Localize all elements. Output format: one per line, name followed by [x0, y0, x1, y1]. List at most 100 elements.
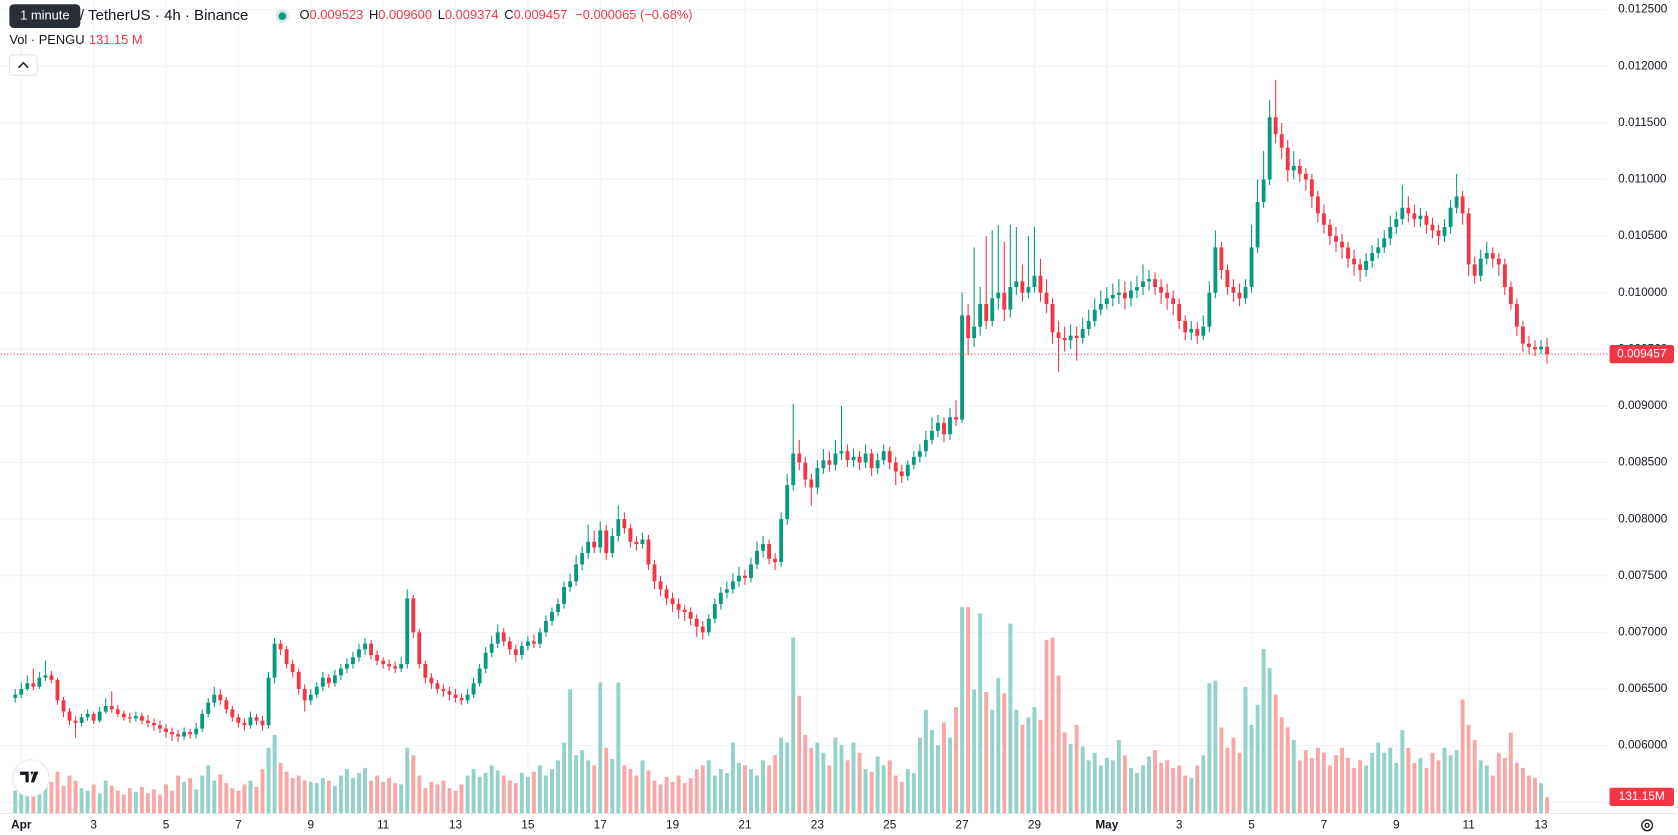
candle-body [465, 694, 470, 701]
volume-bar [525, 776, 530, 814]
candle-body [260, 720, 265, 726]
candle-body [1020, 281, 1025, 293]
x-tick-label: 23 [811, 817, 825, 831]
volume-value: 131.15 M [89, 32, 143, 47]
candle-body [1496, 258, 1501, 265]
collapse-button[interactable] [8, 54, 38, 76]
candle-body [152, 722, 156, 726]
candle-body [49, 675, 54, 680]
candle-body [326, 677, 331, 684]
volume-bar [79, 788, 84, 814]
candle-body [1436, 230, 1441, 237]
volume-bar [212, 780, 217, 814]
candle-body [688, 611, 693, 619]
candle-body [423, 664, 428, 678]
x-tick-label: 9 [307, 817, 314, 831]
y-tick-label: 0.007000 [1618, 624, 1668, 638]
volume-bar [544, 775, 548, 814]
candle-body [1388, 227, 1393, 239]
candle-body [1219, 247, 1224, 271]
volume-bar [1545, 796, 1549, 814]
candle-body [1255, 202, 1260, 248]
volume-bar [737, 762, 741, 814]
candle-body [839, 451, 844, 454]
volume-bar [1460, 699, 1465, 814]
volume-bar [308, 781, 313, 814]
x-tick-label: 15 [521, 817, 535, 831]
candle-body [1092, 309, 1097, 321]
volume-bar [1177, 765, 1182, 814]
candle-body [483, 652, 488, 669]
candle-body [1490, 253, 1495, 259]
volume-bar [55, 771, 60, 814]
volume-bar [990, 709, 995, 814]
candle-body [580, 553, 585, 565]
settings-button[interactable] [1641, 819, 1654, 832]
candle-body [67, 711, 72, 721]
candle-body [610, 536, 615, 554]
volume-bar [1032, 707, 1037, 814]
y-tick-label: 0.010000 [1618, 285, 1668, 299]
volume-bar [1020, 724, 1025, 814]
candle-body [1545, 346, 1549, 355]
volume-bar [393, 783, 398, 814]
y-tick-label: 0.008000 [1618, 511, 1668, 525]
volume-bar [1116, 740, 1121, 814]
candle-body [1207, 292, 1212, 327]
ohlc-key: O [300, 8, 310, 23]
volume-bar [1303, 750, 1308, 814]
candle-body [1110, 294, 1115, 299]
candle-body [1086, 320, 1091, 329]
candle-body [1454, 196, 1459, 208]
candle-body [489, 643, 494, 653]
candle-body [785, 485, 790, 520]
candle-body [1297, 165, 1302, 174]
candle-body [1418, 215, 1423, 220]
volume-bar [1261, 648, 1266, 814]
volume-bar [278, 762, 283, 814]
candle-body [1141, 281, 1145, 288]
candle-body [369, 643, 373, 655]
axes: 0.012500 0.012000 0.011500 0.011000 0.010500… [11, 2, 1674, 831]
volume-bar [972, 689, 977, 814]
volume-bar [1074, 724, 1079, 814]
collapse-button-box[interactable] [8, 54, 38, 76]
ohlc-value: 0.009523 [310, 8, 364, 23]
candle-body [700, 626, 705, 633]
volume-bar [905, 769, 910, 814]
candle-body [1328, 224, 1332, 237]
tooltip-box [9, 4, 81, 28]
collapse-icon[interactable] [17, 61, 29, 69]
tradingview-logo[interactable] [12, 759, 50, 797]
volume-bar [1165, 760, 1170, 814]
candle-body [634, 541, 639, 545]
candle-body [1539, 346, 1543, 350]
candle-body [1050, 304, 1055, 333]
volume-bar [357, 773, 361, 814]
candle-body [224, 700, 229, 710]
candle-body [1008, 287, 1013, 310]
ohlc-key: L [438, 8, 445, 23]
volume-bar [338, 775, 343, 814]
volume-bar [1050, 637, 1055, 814]
candle-body [972, 326, 977, 338]
settings-gear-center[interactable] [1644, 822, 1650, 828]
candle-body [158, 725, 162, 729]
candle-body [97, 711, 102, 721]
candle-body [911, 456, 916, 465]
settings-gear[interactable] [1641, 819, 1654, 832]
candle-body [917, 451, 922, 457]
volume-bar [513, 783, 518, 814]
candle-body [200, 713, 205, 729]
candle-body [779, 519, 784, 563]
price-change: −0.000065 (−0.68%) [575, 8, 692, 23]
volume-bar [586, 760, 591, 814]
volume-bar [797, 695, 802, 814]
logo-circle[interactable] [12, 759, 50, 797]
candle-body [1364, 260, 1369, 271]
logo-mark[interactable] [20, 771, 39, 783]
candle-body [1261, 179, 1266, 203]
x-tick-label: 5 [163, 817, 170, 831]
candle-body [1478, 258, 1483, 276]
candle-body [755, 550, 759, 565]
